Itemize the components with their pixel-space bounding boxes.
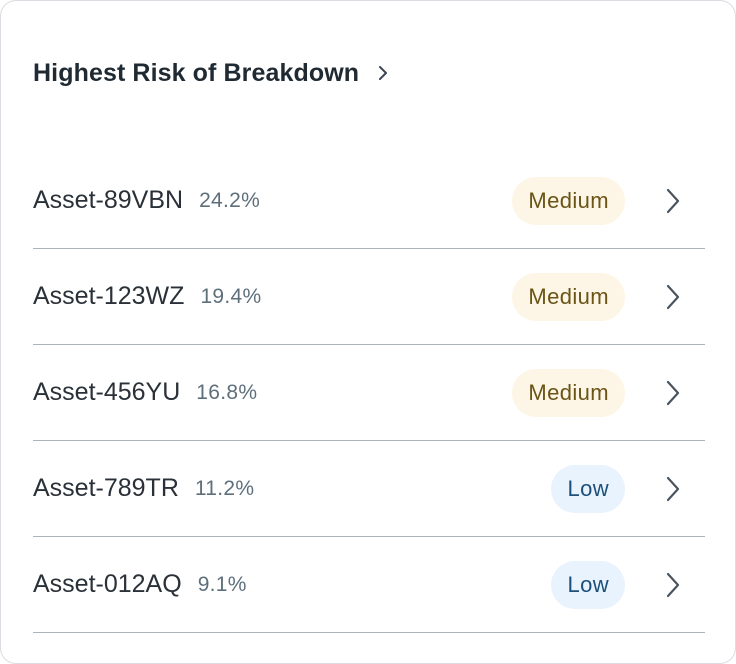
chevron-right-icon[interactable] <box>663 475 683 503</box>
risk-percentage: 16.8% <box>196 380 258 404</box>
asset-name: Asset-456YU <box>33 378 181 406</box>
risk-percentage: 24.2% <box>199 188 261 212</box>
asset-row[interactable]: Asset-789TR 11.2% Low <box>33 441 705 537</box>
risk-level-badge: Medium <box>512 368 625 417</box>
asset-row[interactable]: Asset-89VBN 24.2% Medium <box>33 153 705 249</box>
chevron-right-icon[interactable] <box>663 379 683 407</box>
risk-percentage: 19.4% <box>200 284 262 308</box>
asset-row[interactable]: Asset-123WZ 19.4% Medium <box>33 249 705 345</box>
risk-percentage: 9.1% <box>197 572 247 596</box>
asset-list: Asset-89VBN 24.2% Medium Asset-123WZ 19.… <box>33 153 705 633</box>
asset-name: Asset-89VBN <box>33 186 184 214</box>
risk-level-badge: Medium <box>512 176 625 225</box>
risk-level-badge: Low <box>551 464 625 513</box>
chevron-right-icon[interactable] <box>663 283 683 311</box>
card-title: Highest Risk of Breakdown <box>33 58 360 87</box>
risk-level-badge: Medium <box>512 272 625 321</box>
chevron-right-icon[interactable] <box>663 187 683 215</box>
asset-name: Asset-012AQ <box>33 570 182 598</box>
chevron-right-icon[interactable] <box>663 571 683 599</box>
asset-name: Asset-123WZ <box>33 282 185 310</box>
risk-level-badge: Low <box>551 560 625 609</box>
risk-percentage: 11.2% <box>194 476 255 500</box>
asset-name: Asset-789TR <box>33 474 179 502</box>
card-header-link[interactable]: Highest Risk of Breakdown <box>33 53 393 93</box>
asset-row[interactable]: Asset-012AQ 9.1% Low <box>33 537 705 633</box>
chevron-right-icon <box>373 63 393 83</box>
asset-row[interactable]: Asset-456YU 16.8% Medium <box>33 345 705 441</box>
